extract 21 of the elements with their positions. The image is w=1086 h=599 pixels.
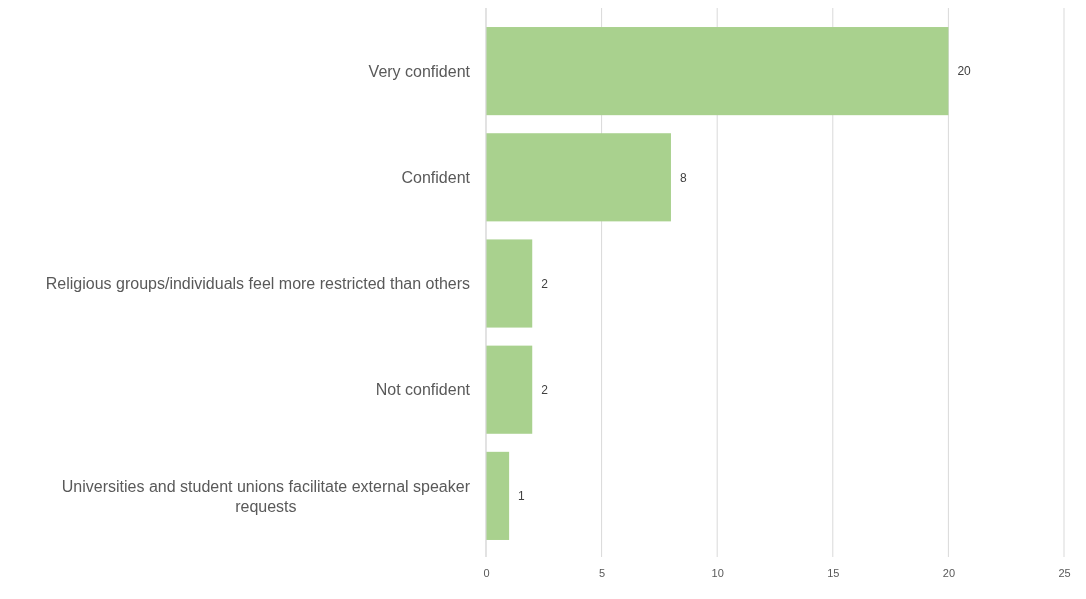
y-tick-label: Not confident <box>375 381 471 399</box>
bar <box>486 27 949 116</box>
y-tick-label: Very confident <box>368 62 471 80</box>
data-label: 2 <box>541 382 549 397</box>
y-tick-label: Confident <box>401 168 471 186</box>
x-tick-label: 5 <box>599 566 606 579</box>
data-label: 2 <box>541 276 549 291</box>
x-tick-label: 20 <box>942 566 956 579</box>
y-tick-label: Religious groups/individuals feel more restricted than others <box>45 275 470 293</box>
bar <box>486 239 533 328</box>
data-label: 1 <box>518 489 526 504</box>
x-tick-label: 15 <box>827 566 840 579</box>
x-tick-label: 0 <box>483 566 490 579</box>
bar <box>486 345 533 434</box>
y-tick-label: Universities and student unions facilitate external speaker requests <box>61 477 471 515</box>
bar <box>486 451 510 540</box>
x-tick-label: 25 <box>1058 566 1071 579</box>
bar <box>486 133 671 222</box>
data-label: 8 <box>679 170 687 185</box>
data-label: 20 <box>957 64 972 79</box>
x-tick-label: 10 <box>711 566 724 579</box>
